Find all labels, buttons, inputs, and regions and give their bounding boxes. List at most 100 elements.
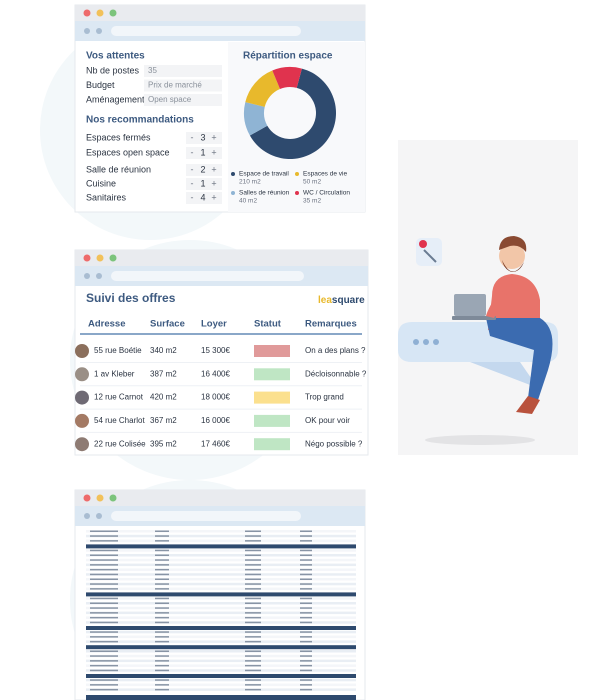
decrement-button[interactable]: - bbox=[191, 192, 194, 202]
counter-bg bbox=[186, 164, 222, 176]
platform-tail bbox=[470, 362, 538, 388]
doc-text bbox=[155, 554, 169, 556]
hair bbox=[499, 236, 527, 252]
doc-text bbox=[155, 573, 169, 576]
window-button[interactable] bbox=[96, 9, 104, 17]
platform-dot bbox=[423, 339, 429, 345]
decrement-button[interactable]: - bbox=[191, 132, 194, 142]
window-button[interactable] bbox=[109, 494, 117, 502]
window-button[interactable] bbox=[109, 9, 117, 17]
card-dot bbox=[419, 240, 427, 248]
remark: On a des plans ? bbox=[305, 346, 366, 355]
doc-row bbox=[86, 582, 356, 586]
doc-text bbox=[90, 597, 118, 600]
doc-text bbox=[155, 636, 169, 638]
doc-text bbox=[90, 530, 118, 532]
doc-text bbox=[245, 602, 261, 604]
window-button[interactable] bbox=[83, 494, 91, 502]
field-input[interactable] bbox=[144, 79, 222, 92]
item-label: Espaces fermés bbox=[86, 132, 151, 142]
field-input[interactable] bbox=[144, 65, 222, 77]
doc-text bbox=[245, 607, 261, 609]
doc-row bbox=[86, 568, 356, 571]
doc-text bbox=[90, 650, 118, 652]
nav-arrow[interactable] bbox=[96, 28, 102, 34]
field-label: Aménagement bbox=[86, 94, 145, 104]
doc-text bbox=[90, 578, 118, 580]
nav-arrow[interactable] bbox=[96, 273, 102, 279]
legend-swatch bbox=[295, 191, 299, 195]
doc-text bbox=[155, 669, 169, 672]
counter-value: 2 bbox=[200, 164, 205, 174]
address-bar[interactable] bbox=[111, 511, 301, 521]
doc-text bbox=[155, 535, 169, 537]
donut-slice bbox=[249, 68, 336, 159]
decrement-button[interactable]: - bbox=[191, 147, 194, 157]
doc-row bbox=[86, 678, 356, 682]
surface: 395 m2 bbox=[150, 439, 177, 448]
doc-text bbox=[155, 597, 169, 600]
doc-row bbox=[86, 573, 356, 576]
window-button[interactable] bbox=[96, 254, 104, 262]
increment-button[interactable]: + bbox=[211, 147, 216, 157]
doc-text bbox=[90, 540, 118, 542]
field-input[interactable] bbox=[144, 94, 222, 106]
doc-header-row bbox=[86, 674, 356, 678]
doc-text bbox=[245, 669, 261, 672]
window-button[interactable] bbox=[83, 9, 91, 17]
doc-row bbox=[86, 578, 356, 581]
window-button[interactable] bbox=[96, 494, 104, 502]
donut-slice bbox=[245, 70, 281, 107]
avatar bbox=[75, 437, 89, 452]
doc-text bbox=[155, 583, 169, 585]
nav-arrow[interactable] bbox=[84, 28, 90, 34]
head bbox=[499, 243, 525, 269]
donut-slice bbox=[243, 102, 268, 136]
doc-text bbox=[90, 535, 118, 537]
nav-arrow[interactable] bbox=[84, 513, 90, 519]
surface: 420 m2 bbox=[150, 393, 177, 402]
doc-text bbox=[155, 612, 169, 614]
doc-text bbox=[155, 616, 169, 619]
laptop-screen bbox=[454, 294, 486, 316]
doc-text bbox=[245, 631, 261, 633]
increment-button[interactable]: + bbox=[211, 132, 216, 142]
legend-value: 35 m2 bbox=[303, 198, 321, 205]
address-bar[interactable] bbox=[111, 271, 304, 281]
remark: Décloisonnable ? bbox=[305, 369, 367, 378]
doc-text bbox=[300, 597, 312, 600]
legend-swatch bbox=[295, 172, 299, 176]
doc-text bbox=[90, 640, 118, 643]
nav-arrow[interactable] bbox=[84, 273, 90, 279]
avatar bbox=[75, 413, 89, 428]
doc-row bbox=[86, 606, 356, 610]
doc-header-row bbox=[86, 544, 356, 549]
doc-text bbox=[245, 636, 261, 638]
illustration bbox=[398, 140, 578, 455]
column-header: Adresse bbox=[88, 319, 126, 330]
increment-button[interactable]: + bbox=[211, 192, 216, 202]
address-bar[interactable] bbox=[111, 26, 301, 36]
increment-button[interactable]: + bbox=[211, 178, 216, 188]
item-label: Cuisine bbox=[86, 178, 116, 188]
status bbox=[254, 414, 290, 427]
increment-button[interactable]: + bbox=[211, 164, 216, 174]
doc-text bbox=[300, 655, 312, 657]
doc-text bbox=[155, 650, 169, 652]
column-header: Surface bbox=[150, 319, 185, 330]
section-title: Vos attentes bbox=[86, 51, 145, 62]
shoe bbox=[516, 396, 540, 414]
doc-text bbox=[245, 588, 261, 590]
decrement-button[interactable]: - bbox=[191, 164, 194, 174]
decrement-button[interactable]: - bbox=[191, 178, 194, 188]
window-button[interactable] bbox=[109, 254, 117, 262]
doc-row bbox=[86, 688, 356, 691]
status bbox=[254, 391, 290, 404]
doc-text bbox=[155, 540, 169, 542]
nav-arrow[interactable] bbox=[96, 513, 102, 519]
legend-value: 40 m2 bbox=[239, 198, 257, 205]
window-button[interactable] bbox=[83, 254, 91, 262]
doc-text bbox=[300, 616, 312, 619]
